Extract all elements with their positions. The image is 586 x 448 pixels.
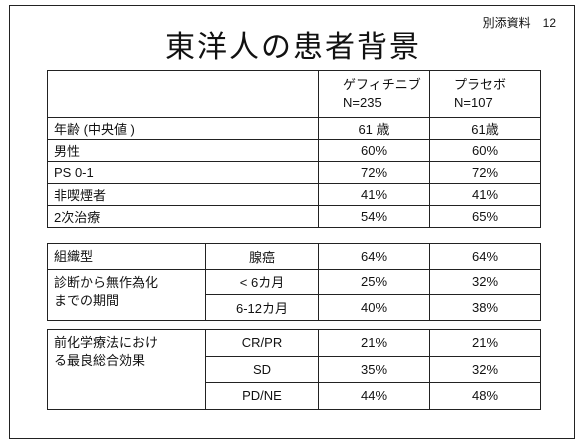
cell: 25%: [318, 268, 430, 295]
column-header: プラセボ N=107: [429, 70, 541, 118]
sub-label: CR/PR: [205, 329, 319, 357]
cell: 41%: [429, 183, 541, 206]
cell: 32%: [429, 268, 541, 295]
row-label: 2次治療: [47, 205, 319, 228]
cell: 60%: [318, 139, 430, 162]
cell: 48%: [429, 382, 541, 410]
row-label: 非喫煙者: [47, 183, 319, 206]
row-label: PS 0-1: [47, 161, 319, 184]
row-label: 年齢 (中央値 ): [47, 117, 319, 140]
column-name: プラセボ: [454, 77, 507, 92]
row: PS 0-1 72% 72%: [47, 161, 541, 184]
group-label-line: 診断から無作為化: [54, 274, 159, 290]
header-blank: [47, 70, 319, 118]
cell: 60%: [429, 139, 541, 162]
group-label: 診断から無作為化 までの期間: [47, 268, 206, 321]
cell: 65%: [429, 205, 541, 228]
cell: 40%: [318, 294, 430, 321]
group-label-line: 組織型: [54, 249, 94, 264]
row: 6-12カ月 40% 38%: [48, 294, 541, 321]
cell: 35%: [318, 355, 430, 383]
row-label: 男性: [47, 139, 319, 162]
cell: 64%: [318, 243, 430, 270]
column-header: ゲフィチニブ N=235: [318, 70, 430, 118]
row: 組織型 腺癌 64% 64%: [47, 243, 541, 270]
column-name: ゲフィチニブ: [343, 77, 421, 92]
sub-label: SD: [205, 355, 319, 383]
cell: 54%: [318, 205, 430, 228]
sub-label: 6-12カ月: [205, 294, 319, 321]
cell: 21%: [429, 329, 541, 357]
cell: 72%: [429, 161, 541, 184]
sub-label: PD/NE: [205, 382, 319, 410]
sub-label: 腺癌: [205, 243, 319, 270]
reference-label: 別添資料 12: [482, 16, 556, 30]
group-label-line: る最良総合効果: [54, 353, 146, 368]
cell: 61 歳: [318, 117, 430, 140]
row: 2次治療 54% 65%: [47, 205, 541, 228]
header-row: ゲフィチニブ N=235 プラセボ N=107: [47, 70, 541, 118]
section-table: 前化学療法におけ る最良総合効果 CR/PR 21% 21% SD 35% 32% PD/NE 4…: [47, 329, 541, 410]
row: 非喫煙者 41% 41%: [47, 183, 541, 206]
cell: 21%: [318, 329, 430, 357]
cell: 61歳: [429, 117, 541, 140]
row: SD 35% 32%: [48, 355, 541, 383]
cell: 72%: [318, 161, 430, 184]
slide-frame: [9, 5, 575, 439]
cell: 41%: [318, 183, 430, 206]
cell: 44%: [318, 382, 430, 410]
title: 東洋人の患者背景: [165, 31, 421, 64]
cell: 64%: [429, 243, 541, 270]
group-label-line: までの期間: [54, 292, 120, 308]
group-label-line: 前化学療法におけ: [54, 335, 159, 350]
row: 診断から無作為化 までの期間 < 6カ月 25% 32%: [47, 268, 541, 321]
row: 男性 60% 60%: [47, 139, 541, 162]
summary-table: ゲフィチニブ N=235 プラセボ N=107 年齢 (中央値 ) 61 歳 61歳 男性 60…: [47, 70, 541, 228]
row: 前化学療法におけ る最良総合効果 CR/PR 21% 21%: [47, 329, 541, 410]
cell: 32%: [429, 355, 541, 383]
section-table: 組織型 腺癌 64% 64% 診断から無作為化 までの期間 < 6カ月 25% 32% 6-12カ…: [47, 243, 541, 321]
row: 年齢 (中央値 ) 61 歳 61歳: [47, 117, 541, 140]
group-label: 前化学療法におけ る最良総合効果: [47, 329, 206, 410]
column-n: N=235: [343, 95, 382, 110]
row: PD/NE 44% 48%: [48, 382, 541, 410]
cell: 38%: [429, 294, 541, 321]
group-label: 組織型: [47, 243, 206, 270]
column-n: N=107: [454, 95, 493, 110]
sub-label: < 6カ月: [205, 268, 319, 295]
